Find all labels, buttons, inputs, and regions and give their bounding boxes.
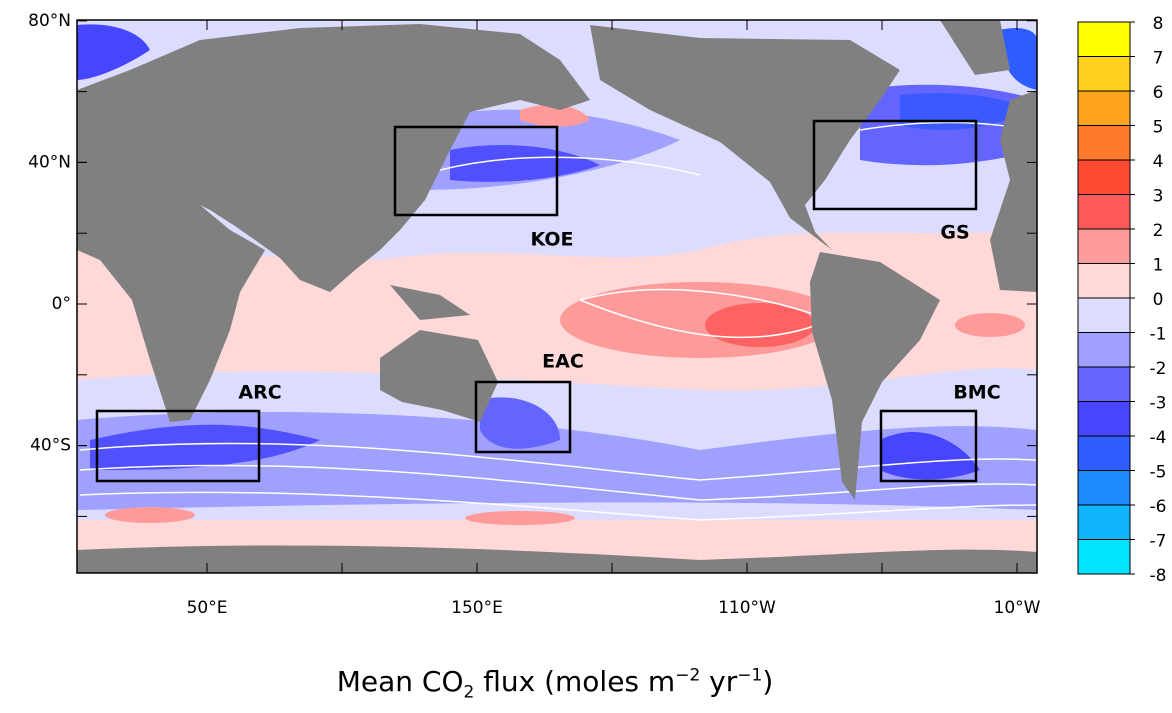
title-text: flux (moles m [474, 665, 676, 698]
colorbar-label: 0 [1153, 290, 1164, 310]
colorbar-label: 5 [1153, 118, 1164, 138]
colorbar-label: -5 [1150, 463, 1167, 483]
lon-tick-label: 10°W [994, 598, 1041, 618]
lon-tick-label: 50°E [187, 598, 228, 618]
colorbar-segment [1077, 125, 1131, 161]
colorbar-segment [1077, 539, 1131, 575]
region-label: BMC [953, 382, 1000, 404]
lat-tick-label: 40°N [28, 152, 71, 172]
map-chart: 80°N 40°N 0° 40°S 50°E 150°E 110°W 10°W KOE GS ARC… [28, 11, 1167, 618]
colorbar-label: -6 [1150, 497, 1167, 517]
colorbar-label: -4 [1150, 428, 1167, 448]
region-label: GS [940, 222, 969, 244]
title-sup: −1 [737, 665, 763, 686]
colorbar-segment [1077, 435, 1131, 471]
colorbar-label: 3 [1153, 187, 1164, 207]
lat-tick-label: 0° [52, 294, 71, 314]
title-text: yr [700, 665, 738, 698]
land [77, 20, 1037, 573]
map-frame [76, 19, 1038, 574]
lat-tick-label: 80°N [28, 11, 71, 31]
colorbar-segment [1077, 90, 1131, 126]
region-label: ARC [238, 382, 281, 404]
region-label: KOE [530, 229, 573, 251]
colorbar-segment [1077, 56, 1131, 92]
title-sub: 2 [463, 682, 475, 703]
colorbar-segment [1077, 401, 1131, 437]
region-label: EAC [542, 351, 584, 373]
colorbar-label: 1 [1153, 256, 1164, 276]
colorbar-segment [1077, 332, 1131, 368]
colorbar-label: -1 [1150, 325, 1167, 345]
colorbar-label: 6 [1153, 83, 1164, 103]
colorbar-segment [1077, 504, 1131, 540]
colorbar-label: -2 [1150, 359, 1167, 379]
colorbar-segment [1077, 21, 1131, 57]
colorbar-segment [1077, 297, 1131, 333]
region-boxes [95, 119, 978, 483]
colorbar-segment [1077, 366, 1131, 402]
colorbar-label: 4 [1153, 152, 1164, 172]
title-text: Mean CO [336, 665, 464, 698]
colorbar-label: -8 [1150, 566, 1167, 586]
colorbar-label: -3 [1150, 394, 1167, 414]
title-sup: −2 [675, 665, 701, 686]
lat-tick-label: 40°S [30, 436, 71, 456]
map-title: Mean CO2 flux (moles m−2 yr−1) [0, 665, 1110, 703]
colorbar-segment [1077, 194, 1131, 230]
title-text: ) [762, 665, 774, 698]
colorbar-segment [1077, 470, 1131, 506]
colorbar-label: 8 [1153, 14, 1164, 34]
colorbar-segment [1077, 263, 1131, 299]
colorbar-label: 2 [1153, 221, 1164, 241]
colorbar-label: 7 [1153, 49, 1164, 69]
colorbar-segment [1077, 228, 1131, 264]
lon-tick-label: 110°W [718, 598, 776, 618]
colorbar-segment [1077, 159, 1131, 195]
colorbar-label: -7 [1150, 532, 1167, 552]
lon-tick-label: 150°E [451, 598, 503, 618]
